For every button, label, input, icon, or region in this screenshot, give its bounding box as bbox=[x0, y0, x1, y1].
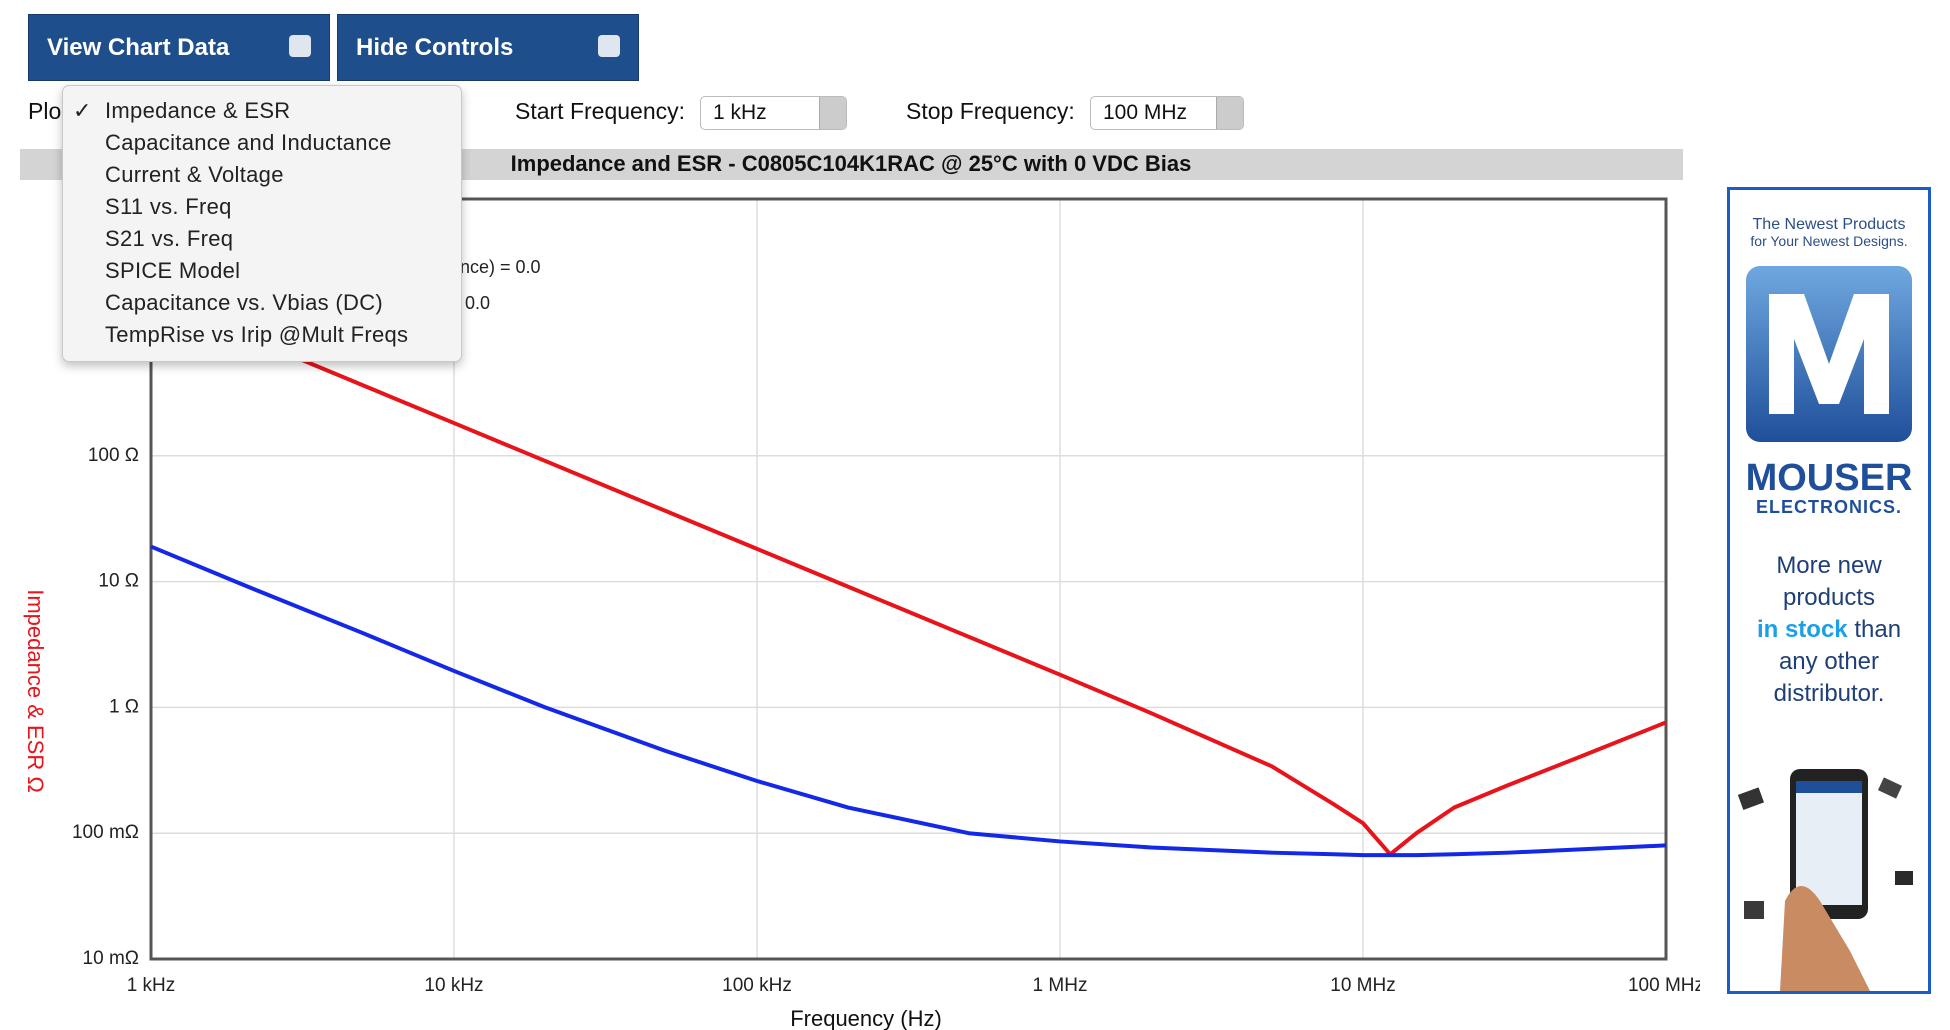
menu-item[interactable]: S21 vs. Freq bbox=[105, 226, 234, 251]
phone-illustration bbox=[1737, 769, 1913, 991]
selected-check: ✓ bbox=[73, 98, 92, 123]
select-arrows bbox=[819, 97, 846, 129]
stop-frequency-label: Stop Frequency: bbox=[906, 98, 1075, 124]
x-tick-label: 100 MHz bbox=[1628, 975, 1700, 996]
chart-title: Impedance and ESR - C0805C104K1RAC @ 25°… bbox=[511, 151, 1192, 176]
tagline: any other bbox=[1778, 648, 1880, 675]
start-frequency-select[interactable]: 1 kHz bbox=[700, 96, 847, 130]
tagline: distributor. bbox=[1773, 680, 1885, 707]
series-line bbox=[150, 544, 1667, 858]
x-tick-label: 1 kHz bbox=[127, 975, 176, 996]
menu-item[interactable]: Capacitance and Inductance bbox=[105, 130, 392, 155]
expand-icon bbox=[289, 35, 311, 57]
menu-item[interactable]: SPICE Model bbox=[105, 258, 241, 283]
plot-label: Plo bbox=[28, 98, 62, 124]
series-line bbox=[150, 295, 1667, 857]
menu-item[interactable]: Current & Voltage bbox=[105, 162, 284, 187]
x-axis-label: Frequency (Hz) bbox=[790, 1006, 942, 1030]
chip bbox=[1877, 777, 1903, 799]
menu-item[interactable]: Capacitance vs. Vbias (DC) bbox=[105, 290, 384, 315]
button-label: View Chart Data bbox=[47, 33, 230, 61]
ad-banner[interactable]: The Newest Products for Your Newest Desi… bbox=[1727, 187, 1931, 994]
plot-frame bbox=[149, 197, 1668, 961]
y-tick-label: 100 mΩ bbox=[72, 822, 139, 843]
chip bbox=[1744, 901, 1764, 919]
x-tick-label: 10 MHz bbox=[1330, 975, 1395, 996]
tagline: products bbox=[1782, 584, 1876, 611]
y-tick-label: 1 Ω bbox=[109, 696, 139, 717]
plot-menu: Impedance & ESR Capacitance and Inductanc… bbox=[62, 85, 462, 362]
hide-controls-button[interactable]: Hide Controls bbox=[337, 14, 639, 81]
button-label: Hide Controls bbox=[356, 33, 514, 61]
x-tick-label: 10 kHz bbox=[424, 975, 483, 996]
chip bbox=[1895, 871, 1913, 885]
select-arrows bbox=[1216, 97, 1243, 129]
menu-item[interactable]: S11 vs. Freq bbox=[105, 194, 232, 219]
annotation: nce) = 0.0 bbox=[460, 257, 541, 277]
tagline-highlight: in stock bbox=[1756, 616, 1848, 643]
x-tick-label: 1 MHz bbox=[1033, 975, 1088, 996]
y-tick-label: 10 Ω bbox=[98, 571, 139, 592]
menu-item[interactable]: Impedance & ESR bbox=[105, 98, 291, 123]
collapse-icon bbox=[598, 35, 620, 57]
start-frequency-label: Start Frequency: bbox=[515, 98, 686, 124]
screen-header bbox=[1796, 781, 1862, 793]
tagline: than bbox=[1854, 616, 1902, 643]
mouser-logo bbox=[1746, 266, 1912, 442]
chip bbox=[1737, 787, 1765, 810]
select-value: 100 MHz bbox=[1103, 101, 1188, 124]
y-tick-label: 100 Ω bbox=[88, 445, 139, 466]
view-chart-data-button[interactable]: View Chart Data bbox=[28, 14, 330, 81]
ad-header: The Newest Products bbox=[1752, 216, 1906, 233]
phone-screen bbox=[1796, 781, 1862, 905]
brand: MOUSER bbox=[1745, 457, 1913, 499]
y-tick-label: 10 mΩ bbox=[83, 948, 139, 969]
tagline: More new bbox=[1776, 552, 1882, 579]
x-tick-label: 100 kHz bbox=[722, 975, 792, 996]
annotation: 0.0 bbox=[465, 293, 490, 313]
select-value: 1 kHz bbox=[713, 101, 767, 124]
tagline-line: in stock than bbox=[1730, 614, 1928, 646]
ad-header: for Your Newest Designs. bbox=[1750, 233, 1908, 249]
brand-sub: ELECTRONICS. bbox=[1755, 497, 1902, 517]
stop-frequency-select[interactable]: 100 MHz bbox=[1090, 96, 1244, 130]
menu-item[interactable]: TempRise vs Irip @Mult Freqs bbox=[105, 322, 409, 347]
logo-m bbox=[1769, 294, 1889, 414]
y-axis-label: Impedance & ESR Ω bbox=[23, 589, 48, 793]
hand bbox=[1780, 886, 1870, 991]
